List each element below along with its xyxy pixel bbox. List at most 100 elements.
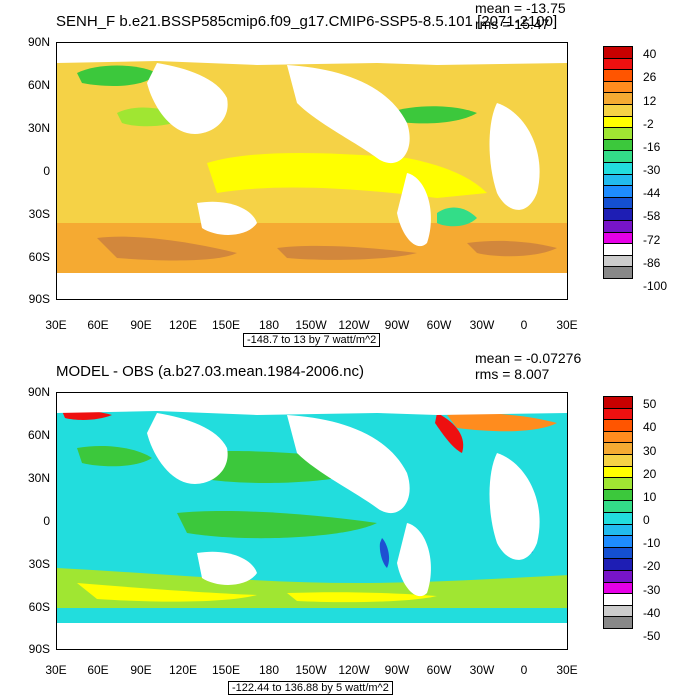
northern-land: [57, 53, 567, 65]
lon-tick: 60E: [87, 318, 109, 332]
arctic-land: [57, 393, 567, 403]
lon-tick: 60E: [87, 663, 109, 677]
colorbar-label: -72: [643, 233, 661, 247]
map-plot: [56, 392, 568, 650]
north-america: [287, 415, 410, 514]
colorbar-label: 10: [643, 490, 657, 504]
lon-tick: 150E: [211, 663, 241, 677]
asia-land: [147, 413, 228, 484]
rms-value: rms = 15.47: [475, 16, 550, 32]
colorbar-label: -30: [643, 163, 661, 177]
colorbar-label: -50: [643, 629, 661, 643]
antarctica: [57, 273, 567, 299]
lon-tick: 0: [520, 318, 528, 332]
lon-tick: 150E: [211, 318, 241, 332]
lon-tick: 0: [520, 663, 528, 677]
colorbar: [603, 396, 633, 629]
lon-tick: 30E: [45, 663, 67, 677]
africa: [489, 103, 540, 210]
africa: [489, 453, 540, 560]
lon-tick: 30W: [469, 318, 495, 332]
colorbar-label: -16: [643, 140, 661, 154]
lon-tick: 90E: [130, 663, 152, 677]
lat-tick: 0: [43, 164, 50, 178]
colorbar-label: -58: [643, 209, 661, 223]
lat-tick: 30S: [28, 207, 50, 221]
deep-patch: [467, 240, 557, 257]
colorbar-label: 26: [643, 70, 657, 84]
lat-tick: 0: [43, 514, 50, 528]
colorbar-swatch: [603, 616, 633, 629]
lat-tick: 60S: [28, 600, 50, 614]
colorbar-label: -20: [643, 559, 661, 573]
lat-tick: 60N: [27, 78, 50, 92]
colorbar-label: 50: [643, 397, 657, 411]
lat-tick: 90S: [28, 642, 50, 656]
lon-tick: 60W: [426, 663, 452, 677]
north-atlantic-hot: [435, 413, 464, 453]
lon-tick: 90E: [130, 318, 152, 332]
lon-tick: 120E: [168, 663, 198, 677]
deep-patch: [277, 245, 417, 260]
north-atlantic-warm: [447, 413, 557, 432]
colorbar-swatch: [603, 266, 633, 279]
lon-tick: 150W: [295, 318, 327, 332]
colorbar-label: -40: [643, 606, 661, 620]
lat-tick: 30S: [28, 557, 50, 571]
colorbar-label: -10: [643, 536, 661, 550]
rms-value: rms = 8.007: [475, 366, 550, 382]
colorbar-label: -44: [643, 186, 661, 200]
lon-tick: 60W: [426, 318, 452, 332]
southern-yellow: [287, 592, 437, 603]
contour-info: -122.44 to 136.88 by 5 watt/m^2: [228, 681, 393, 695]
lon-tick: 30E: [45, 318, 67, 332]
lon-tick: 180: [258, 318, 280, 332]
green-patch: [387, 106, 477, 124]
lon-tick: 120E: [168, 318, 198, 332]
lon-tick: 90W: [384, 663, 410, 677]
green-patch: [77, 65, 157, 86]
colorbar-label: -30: [643, 583, 661, 597]
panel-title: SENH_F b.e21.BSSP585cmip6.f09_g17.CMIP6-…: [56, 13, 558, 30]
lon-tick: 30E: [556, 318, 578, 332]
bottom-map-panel: MODEL - OBS (a.b27.03.mean.1984-2006.nc)…: [0, 350, 700, 700]
colorbar: [603, 46, 633, 279]
contour-info: -148.7 to 13 by 7 watt/m^2: [243, 333, 381, 347]
map-field: [57, 393, 567, 649]
top-map-panel: SENH_F b.e21.BSSP585cmip6.f09_g17.CMIP6-…: [27, 0, 668, 347]
lat-tick: 30N: [27, 471, 50, 485]
lat-tick: 90N: [27, 385, 50, 399]
lon-tick: 120W: [338, 318, 370, 332]
colorbar-label: 40: [643, 47, 657, 61]
colorbar-label: 12: [643, 94, 657, 108]
arctic-land: [57, 43, 567, 53]
mean-value: mean = -13.75: [475, 0, 566, 16]
lon-tick: 180: [258, 663, 280, 677]
lat-tick: 30N: [27, 121, 50, 135]
green-region: [77, 446, 152, 467]
colorbar-label: -100: [643, 279, 668, 293]
lon-tick: 150W: [295, 663, 327, 677]
lon-tick: 90W: [384, 318, 410, 332]
northern-land: [57, 403, 567, 415]
blue-patch: [379, 538, 390, 568]
mean-value: mean = -0.07276: [475, 350, 582, 366]
map-field: [57, 43, 567, 299]
teal-patch: [437, 207, 477, 227]
colorbar-label: -2: [643, 117, 654, 131]
panel-title: MODEL - OBS (a.b27.03.mean.1984-2006.nc): [56, 363, 364, 380]
colorbar-label: 30: [643, 444, 657, 458]
lon-tick: 30W: [469, 663, 495, 677]
green-region: [177, 511, 377, 539]
deep-patch: [97, 236, 237, 261]
colorbar-label: -86: [643, 256, 661, 270]
lat-tick: 90N: [27, 35, 50, 49]
south-america: [397, 523, 431, 597]
lon-tick: 30E: [556, 663, 578, 677]
southern-yellow: [77, 583, 257, 602]
north-america: [287, 65, 410, 164]
map-plot: [56, 42, 568, 300]
asia-land: [147, 63, 228, 134]
australia: [197, 201, 257, 235]
lon-tick: 120W: [338, 663, 370, 677]
